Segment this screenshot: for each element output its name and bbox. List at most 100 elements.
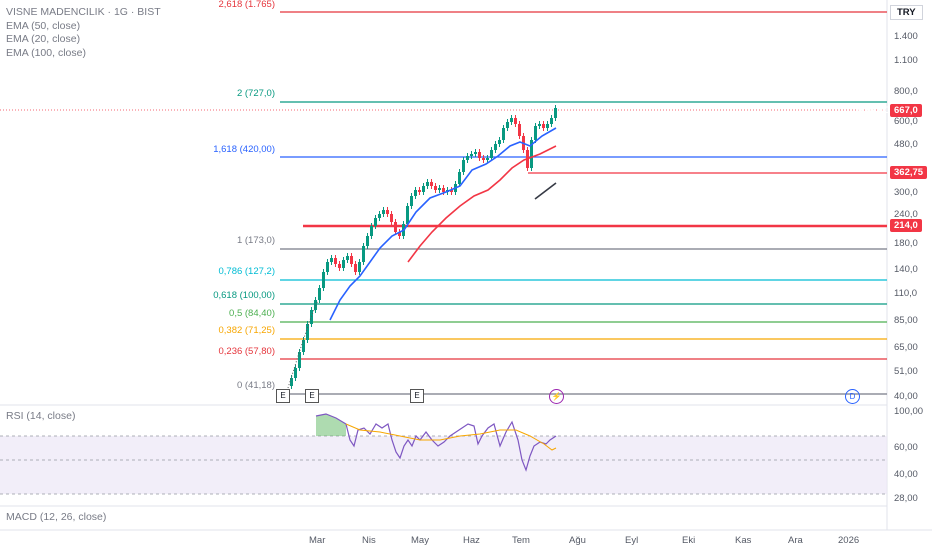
fib-label: 1 (173,0): [236, 235, 275, 246]
indicator-ema-20[interactable]: EMA (20, close): [6, 33, 81, 45]
candle-body: [506, 122, 509, 128]
candle-body: [458, 172, 461, 184]
price-tick: 1.400: [894, 31, 918, 42]
candle-body: [442, 188, 445, 192]
candle-body: [478, 152, 481, 158]
candle-body: [306, 324, 309, 340]
rsi-tick: 28,00: [894, 493, 918, 504]
candle-body: [494, 144, 497, 150]
time-tick: 2026: [838, 535, 860, 546]
time-tick: May: [411, 535, 429, 546]
earnings-event-icon[interactable]: E: [410, 389, 424, 403]
candle-body: [542, 124, 545, 128]
ema-20-line[interactable]: [329, 127, 557, 321]
candle-body: [430, 182, 433, 186]
chart-legend: VISNE MADENCILIK · 1G · BIST EMA (50, cl…: [6, 6, 161, 60]
fib-label: 1,618 (420,00): [213, 144, 275, 155]
candle-body: [414, 190, 417, 196]
rsi-tick: 100,00: [894, 406, 924, 417]
candle-body: [338, 264, 341, 268]
candle-body: [410, 196, 413, 206]
candle-body: [370, 226, 373, 236]
candle-body: [382, 210, 385, 214]
candle-body: [318, 288, 321, 300]
candle-body: [510, 118, 513, 122]
rsi-tick: 40,00: [894, 469, 918, 480]
fib-label: 2,618 (1.765): [218, 0, 275, 10]
symbol-tag: VSNMD: [853, 104, 895, 117]
price-tick: 180,0: [894, 238, 918, 249]
earnings-event-icon[interactable]: E: [276, 389, 290, 403]
time-tick: Eki: [682, 535, 696, 546]
candle-body: [482, 158, 485, 160]
price-tick: 300,0: [894, 187, 918, 198]
candle-body: [426, 182, 429, 186]
rsi-tick: 60,00: [894, 442, 918, 453]
candle-body: [346, 256, 349, 260]
time-tick: Mar: [309, 535, 326, 546]
time-tick: Tem: [512, 535, 530, 546]
candle-body: [366, 236, 369, 246]
candle-body: [554, 108, 557, 118]
candle-body: [490, 150, 493, 158]
price-tick: 40,00: [894, 391, 918, 402]
candles: [288, 108, 556, 386]
candle-body: [518, 124, 521, 136]
time-tick: Eyl: [625, 535, 639, 546]
candle-body: [546, 124, 549, 128]
last-price-tag: 667,0: [890, 104, 922, 117]
fib-lines[interactable]: [280, 11, 887, 395]
price-tick: 240,0: [894, 209, 918, 220]
dividend-event-icon[interactable]: D: [845, 389, 860, 404]
earnings-event-icon[interactable]: E: [305, 389, 319, 403]
candle-body: [550, 118, 553, 124]
split-event-icon[interactable]: ⚡: [549, 389, 564, 404]
line-price-tag: 362,75: [890, 166, 928, 179]
candle-body: [290, 378, 293, 386]
candle-body: [386, 210, 389, 214]
fib-label: 0,382 (71,25): [218, 325, 275, 336]
candle-body: [350, 256, 353, 264]
candle-body: [498, 140, 501, 144]
price-tick: 110,0: [894, 288, 918, 299]
indicator-ema-50[interactable]: EMA (50, close): [6, 19, 81, 32]
fib-label: 0,5 (84,40): [229, 308, 275, 319]
price-tick: 85,00: [894, 315, 918, 326]
rsi-title[interactable]: RSI (14, close): [6, 410, 76, 422]
price-tick: 800,0: [894, 86, 918, 97]
fib-label: 0,786 (127,2): [218, 266, 275, 277]
candle-body: [486, 158, 489, 160]
candle-body: [462, 160, 465, 172]
candle-body: [310, 310, 313, 324]
symbol-tag-label: VSNMD: [857, 105, 892, 116]
ema-50-line[interactable]: [407, 145, 557, 263]
rsi-ma-line: [345, 423, 557, 451]
candle-body: [470, 154, 473, 156]
fib-label: 0,618 (100,00): [213, 290, 275, 301]
candle-body: [378, 214, 381, 218]
macd-title[interactable]: MACD (12, 26, close): [6, 511, 107, 523]
candle-body: [466, 156, 469, 160]
candle-body: [358, 262, 361, 272]
candle-body: [406, 206, 409, 224]
time-tick: Ağu: [569, 535, 586, 546]
candle-body: [322, 272, 325, 288]
candle-body: [474, 152, 477, 154]
candle-body: [394, 222, 397, 232]
fib-label: 2 (727,0): [236, 88, 275, 99]
candle-body: [302, 340, 305, 352]
price-tick: 140,0: [894, 264, 918, 275]
price-tick: 480,0: [894, 139, 918, 150]
indicator-ema-100[interactable]: EMA (100, close): [6, 46, 86, 59]
fib-label: 0,236 (57,80): [218, 346, 275, 357]
time-tick: Nis: [362, 535, 376, 546]
candle-body: [326, 262, 329, 272]
ema-100-line[interactable]: [534, 182, 557, 200]
fib-label: 0 (41,18): [236, 380, 275, 391]
price-tick: 600,0: [894, 116, 918, 127]
currency-button[interactable]: TRY: [890, 5, 923, 20]
price-tick: 51,00: [894, 366, 918, 377]
candle-body: [422, 186, 425, 192]
rsi-line[interactable]: [315, 413, 557, 472]
